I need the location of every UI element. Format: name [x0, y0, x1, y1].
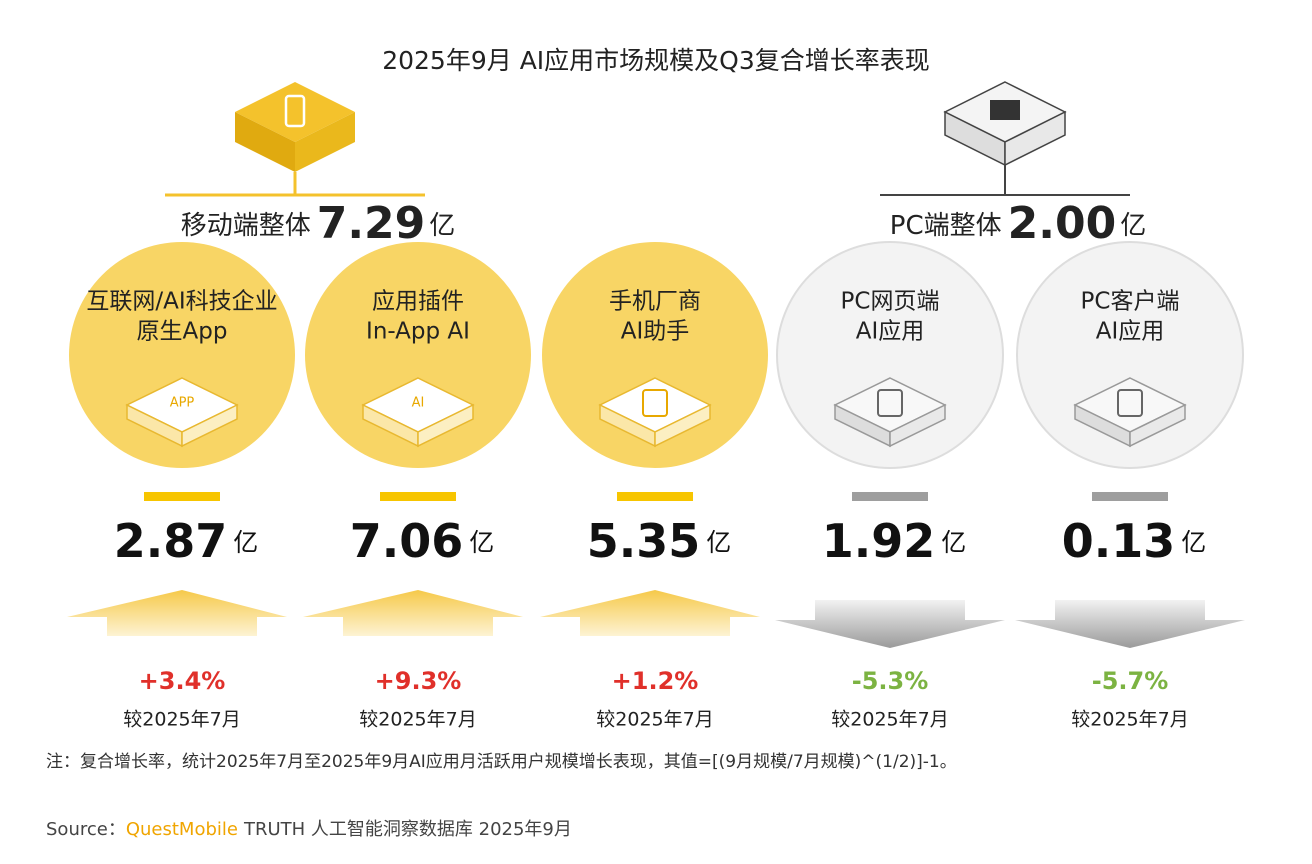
group-label: 移动端整体 7.29 亿 — [181, 198, 456, 249]
item-icon-glyph — [877, 389, 903, 417]
item-value-number: 0.13 — [1062, 514, 1176, 568]
item-change: -5.3% — [852, 667, 929, 695]
item-compare: 较2025年7月 — [359, 709, 476, 731]
item-change: +1.2% — [612, 667, 699, 695]
item-value-number: 5.35 — [587, 514, 701, 568]
item-icon-glyph — [1117, 389, 1143, 417]
group-value: 2.00 — [1008, 198, 1117, 249]
item-compare: 较2025年7月 — [123, 709, 240, 731]
group-name: PC端整体 — [890, 211, 1002, 241]
item-circle — [305, 242, 531, 468]
item-value: 1.92 亿 — [822, 514, 967, 568]
group-value: 7.29 — [317, 198, 426, 249]
item-bar — [852, 492, 928, 501]
item-change: +3.4% — [139, 667, 226, 695]
item-value-unit: 亿 — [706, 528, 731, 557]
item-compare: 较2025年7月 — [831, 709, 948, 731]
item-name: PC网页端 — [841, 289, 940, 315]
group-name: 移动端整体 — [181, 211, 311, 241]
item-bar — [144, 492, 220, 501]
item-icon-label: AI — [412, 396, 425, 411]
item-name: 应用插件 — [372, 289, 464, 315]
pc-icon — [880, 81, 1130, 196]
item-icon — [181, 403, 238, 448]
item-value-unit: 亿 — [1181, 528, 1206, 557]
item-compare: 较2025年7月 — [596, 709, 713, 731]
source-brand: QuestMobile — [126, 819, 238, 840]
note: 注：复合增长率，统计2025年7月至2025年9月AI应用月活跃用户规模增长表现… — [46, 752, 957, 772]
item-compare: 较2025年7月 — [1071, 709, 1188, 731]
item-circle — [1016, 241, 1244, 469]
item-value: 2.87 亿 — [114, 514, 259, 568]
item-icon — [1129, 403, 1186, 448]
item-arrow-down — [775, 600, 1005, 648]
source-rest: TRUTH 人工智能洞察数据库 2025年9月 — [243, 819, 572, 840]
item-value: 5.35 亿 — [587, 514, 732, 568]
group-unit: 亿 — [429, 211, 455, 241]
item-name: 互联网/AI科技企业 — [86, 289, 277, 315]
item-icon — [889, 403, 946, 448]
item-value-number: 7.06 — [350, 514, 464, 568]
item-arrow-up — [303, 590, 523, 636]
item-value-unit: 亿 — [233, 528, 258, 557]
item-change: +9.3% — [375, 667, 462, 695]
title: 2025年9月 AI应用市场规模及Q3复合增长率表现 — [382, 46, 930, 75]
item-name: 手机厂商 — [609, 289, 701, 315]
item-name: PC客户端 — [1081, 289, 1180, 315]
item-value: 7.06 亿 — [350, 514, 495, 568]
item-icon — [654, 403, 711, 448]
item-name: AI应用 — [1096, 319, 1165, 345]
item-name: AI应用 — [856, 319, 925, 345]
source: Source：QuestMobile TRUTH 人工智能洞察数据库 2025年9… — [46, 819, 572, 840]
item-icon-label: APP — [170, 396, 195, 411]
item-bar — [380, 492, 456, 501]
mobile-icon — [165, 82, 425, 197]
item-value-unit: 亿 — [469, 528, 494, 557]
item-value-number: 1.92 — [822, 514, 936, 568]
item-name: In-App AI — [366, 319, 470, 345]
item-icon — [417, 403, 474, 448]
item-icon-glyph — [642, 389, 668, 417]
item-circle — [776, 241, 1004, 469]
item-bar — [617, 492, 693, 501]
group-unit: 亿 — [1120, 211, 1146, 241]
item-name: 原生App — [137, 319, 228, 345]
group-label: PC端整体 2.00 亿 — [890, 198, 1146, 249]
item-circle — [69, 242, 295, 468]
item-change: -5.7% — [1092, 667, 1169, 695]
item-name: AI助手 — [621, 319, 690, 345]
item-value: 0.13 亿 — [1062, 514, 1207, 568]
item-value-number: 2.87 — [114, 514, 228, 568]
item-circle — [542, 242, 768, 468]
item-arrow-up — [67, 590, 287, 636]
source-prefix: Source： — [46, 819, 126, 840]
item-value-unit: 亿 — [941, 528, 966, 557]
item-arrow-down — [1015, 600, 1245, 648]
item-arrow-up — [540, 590, 760, 636]
item-bar — [1092, 492, 1168, 501]
